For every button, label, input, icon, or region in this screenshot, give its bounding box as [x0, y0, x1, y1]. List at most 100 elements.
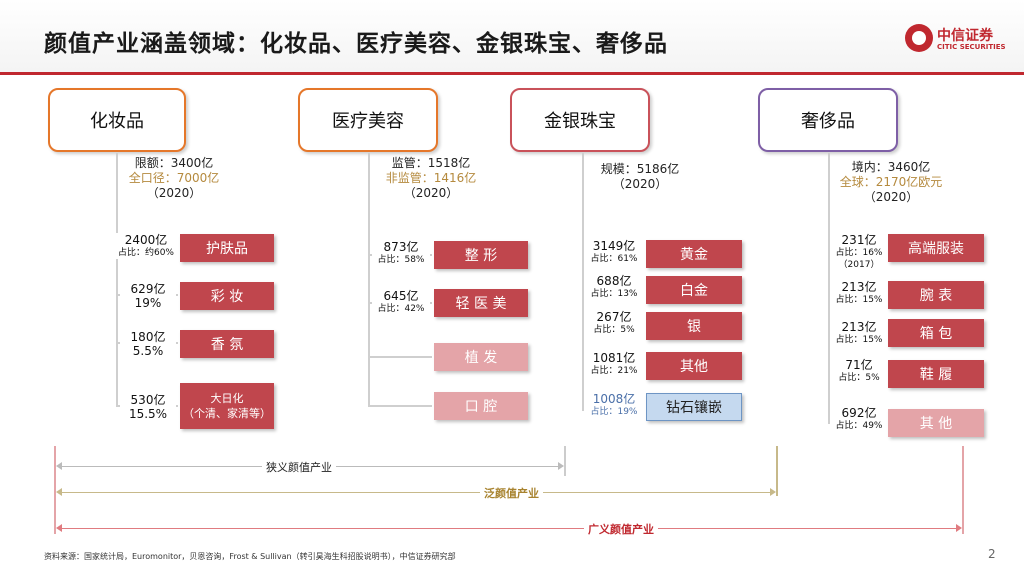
item-stat: 530亿 15.5% — [120, 393, 176, 421]
sub-silver: 银 — [646, 312, 742, 340]
general-range-label: 泛颜值产业 — [480, 485, 543, 501]
sub-light-aesthetics: 轻 医 美 — [434, 289, 528, 317]
header-band — [0, 0, 1024, 72]
sub-diamond-inlay: 钻石镶嵌 — [646, 393, 742, 421]
item-share: 占比：61% — [590, 254, 638, 264]
sub-platinum: 白金 — [646, 276, 742, 304]
item-share: 占比：15% — [835, 335, 883, 345]
item-share: 占比：49% — [835, 421, 883, 431]
info-line: （2020） — [612, 177, 668, 191]
item-stat: 688亿 占比：13% — [584, 274, 644, 300]
logo-text-cn: 中信证券 — [937, 28, 993, 44]
category-medical-aesthetics: 医疗美容 — [298, 88, 438, 152]
page-title: 颜值产业涵盖领域：化妆品、医疗美容、金银珠宝、奢侈品 — [44, 31, 668, 57]
item-stat: 231亿 占比：16% （2017） — [830, 233, 888, 271]
item-value: 1081亿 — [592, 351, 636, 365]
sub-daily-chemicals: 大日化 （个清、家清等） — [180, 383, 274, 429]
item-share: 占比：19% — [590, 407, 638, 417]
item-stat: 3149亿 占比：61% — [584, 239, 644, 265]
category-cosmetics: 化妆品 — [48, 88, 186, 152]
logo-text-en: CITIC SECURITIES — [937, 43, 1006, 51]
sub-skincare: 护肤品 — [180, 234, 274, 262]
item-value: 1008亿 — [592, 392, 636, 406]
item-stat: 1081亿 占比：21% — [584, 351, 644, 377]
sub-hair-transplant: 植 发 — [434, 343, 528, 371]
tree-branch — [368, 356, 432, 358]
arrow-right-icon — [956, 524, 962, 532]
sub-makeup: 彩 妆 — [180, 282, 274, 310]
sub-gold: 黄金 — [646, 240, 742, 268]
item-value: 231亿 — [841, 233, 877, 247]
item-share: 5.5% — [132, 344, 164, 358]
arrow-left-icon — [56, 524, 62, 532]
sub-dental: 口 腔 — [434, 392, 528, 420]
arrow-right-icon — [770, 488, 776, 496]
arrow-left-icon — [56, 462, 62, 470]
item-stat: 2400亿 占比：约60% — [112, 233, 180, 259]
item-stat: 873亿 占比：58% — [372, 240, 430, 266]
item-share: 占比：5% — [593, 325, 635, 335]
info-line: （2020） — [146, 186, 202, 200]
sub-bags: 箱 包 — [888, 319, 984, 347]
item-value: 267亿 — [596, 310, 632, 324]
category-info-jewelry: 规模：5186亿 （2020） — [590, 162, 690, 192]
sub-luxury-other: 其 他 — [888, 409, 984, 437]
item-value: 213亿 — [841, 320, 877, 334]
narrow-range-end-tick — [564, 446, 566, 476]
item-share: 占比：约60% — [117, 248, 174, 258]
sub-high-end-apparel: 高端服装 — [888, 234, 984, 262]
item-stat: 645亿 占比：42% — [372, 289, 430, 315]
category-info-luxury: 境内：3460亿 全球：2170亿欧元 （2020） — [832, 160, 950, 205]
category-luxury: 奢侈品 — [758, 88, 898, 152]
sub-jewelry-other: 其他 — [646, 352, 742, 380]
narrow-range-label: 狭义颜值产业 — [262, 459, 336, 475]
item-stat: 629亿 19% — [120, 282, 176, 310]
info-line: 限额：3400亿 — [134, 156, 214, 170]
item-share: 占比：13% — [590, 289, 638, 299]
item-value: 873亿 — [383, 240, 419, 254]
source-note: 资料来源：国家统计局，Euromonitor，贝恩咨询，Frost & Sull… — [44, 552, 456, 561]
tree-trunk-cosmetics — [116, 153, 118, 406]
sub-label-detail: （个清、家清等） — [183, 407, 271, 420]
item-share: 占比：58% — [377, 255, 425, 265]
item-stat: 213亿 占比：15% — [830, 320, 888, 346]
item-value: 688亿 — [596, 274, 632, 288]
sub-fragrance: 香 氛 — [180, 330, 274, 358]
item-note: （2017） — [838, 260, 880, 270]
range-start-tick — [54, 446, 56, 534]
arrow-left-icon — [56, 488, 62, 496]
item-share: 占比：42% — [377, 304, 425, 314]
title-divider — [0, 72, 1024, 75]
arrow-right-icon — [558, 462, 564, 470]
item-share: 15.5% — [128, 407, 168, 421]
info-line: 规模：5186亿 — [600, 162, 680, 176]
item-stat: 1008亿 占比：19% — [584, 392, 644, 418]
item-value: 629亿 — [130, 282, 166, 296]
category-info-medical: 监管：1518亿 非监管：1416亿 （2020） — [376, 156, 486, 201]
tree-branch — [368, 405, 432, 407]
info-line: 监管：1518亿 — [391, 156, 471, 170]
logo-mark-icon — [905, 24, 933, 52]
item-value: 71亿 — [845, 358, 873, 372]
general-range-line — [58, 492, 772, 493]
sub-watches: 腕 表 — [888, 281, 984, 309]
info-line: 全口径：7000亿 — [128, 171, 220, 185]
sub-plastic-surgery: 整 形 — [434, 241, 528, 269]
item-value: 530亿 — [130, 393, 166, 407]
item-value: 213亿 — [841, 280, 877, 294]
info-line: （2020） — [863, 190, 919, 204]
info-line: 全球：2170亿欧元 — [839, 175, 943, 189]
broad-range-end-tick — [962, 446, 964, 534]
item-stat: 213亿 占比：15% — [830, 280, 888, 306]
page-number: 2 — [988, 547, 996, 561]
category-jewelry: 金银珠宝 — [510, 88, 650, 152]
tree-trunk-medical — [368, 153, 370, 406]
item-value: 180亿 — [130, 330, 166, 344]
sub-footwear: 鞋 履 — [888, 360, 984, 388]
citic-logo: 中信证券 CITIC SECURITIES — [905, 24, 1015, 60]
item-stat: 71亿 占比：5% — [830, 358, 888, 384]
item-value: 2400亿 — [124, 233, 168, 247]
info-line: 非监管：1416亿 — [385, 171, 477, 185]
tree-trunk-jewelry — [582, 153, 584, 411]
item-share: 19% — [134, 296, 162, 310]
